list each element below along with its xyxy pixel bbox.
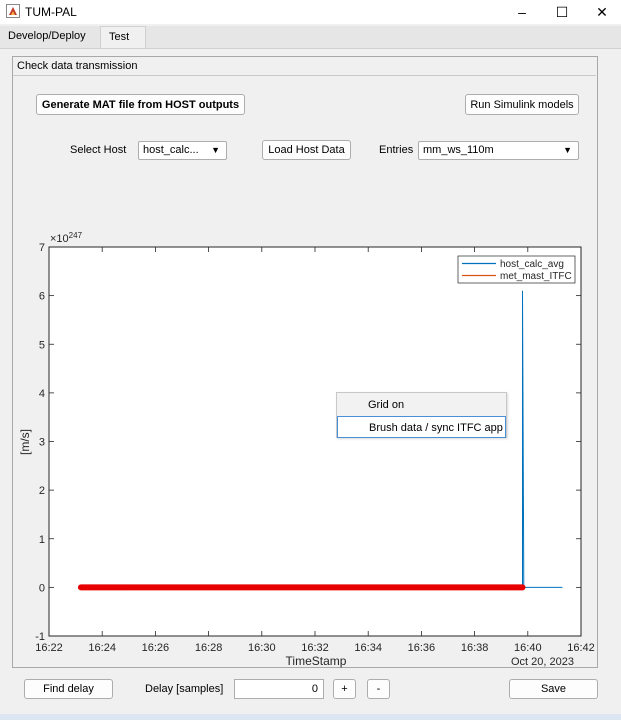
increment-button[interactable]: + (333, 679, 356, 699)
legend-label-met-mast-itfc: met_mast_ITFC (500, 271, 572, 282)
x-axis-label: TimeStamp (286, 654, 347, 668)
select-host-label: Select Host (70, 144, 127, 156)
generate-mat-button[interactable]: Generate MAT file from HOST outputs (36, 94, 245, 115)
menu-item-brush-data[interactable]: Brush data / sync ITFC app (337, 416, 506, 438)
plot-area[interactable] (48, 246, 582, 637)
x-tick-label: 16:32 (301, 642, 329, 654)
window-title: TUM-PAL (25, 5, 77, 19)
y-tick-label: 4 (39, 388, 45, 400)
entries-label: Entries (379, 144, 414, 156)
x-tick-label: 16:22 (35, 642, 63, 654)
save-button[interactable]: Save (509, 679, 598, 699)
y-tick-label: 1 (39, 534, 45, 546)
select-host-value: host_calc... (143, 144, 199, 156)
run-simulink-button[interactable]: Run Simulink models (465, 94, 579, 115)
x-tick-label: 16:28 (195, 642, 223, 654)
chevron-down-icon: ▼ (211, 145, 220, 155)
panel-divider (13, 75, 596, 76)
tab-bar (0, 26, 621, 49)
select-host-dropdown[interactable]: host_calc... ▼ (138, 141, 227, 160)
context-menu: Grid on Brush data / sync ITFC app (336, 392, 507, 438)
x-tick-label: 16:40 (514, 642, 542, 654)
y-tick-label: -1 (35, 631, 45, 643)
entries-dropdown[interactable]: mm_ws_110m ▼ (418, 141, 579, 160)
x-tick-label: 16:38 (461, 642, 489, 654)
x-tick-label: 16:24 (88, 642, 116, 654)
load-host-data-button[interactable]: Load Host Data (262, 140, 351, 160)
x-tick-label: 16:30 (248, 642, 276, 654)
app-icon (6, 4, 20, 18)
y-tick-label: 3 (39, 437, 45, 449)
y-exponent-label: ×10247 (50, 231, 83, 245)
menu-item-grid-on[interactable]: Grid on (368, 399, 405, 411)
tab-develop-deploy[interactable]: Develop/Deploy (0, 26, 94, 47)
chart-svg[interactable]: -1 0 1 2 3 4 5 6 7 16:22 16:24 16:26 16:28 16:30 16:3… (0, 226, 621, 672)
delay-label: Delay [samples] (145, 683, 224, 695)
tab-test[interactable]: Test (100, 26, 146, 48)
x-date-label: Oct 20, 2023 (511, 656, 574, 668)
x-tick-label: 16:34 (354, 642, 382, 654)
entries-value: mm_ws_110m (423, 144, 494, 156)
x-tick-label: 16:26 (142, 642, 170, 654)
minimize-button[interactable]: – (518, 4, 526, 20)
title-bar (0, 0, 621, 24)
close-button[interactable]: ✕ (596, 3, 608, 20)
x-tick-label: 16:42 (567, 642, 595, 654)
y-axis: -1 0 1 2 3 4 5 6 7 (35, 242, 581, 643)
x-axis: 16:22 16:24 16:26 16:28 16:30 16:32 16:34 16:36… (35, 247, 595, 654)
panel-title: Check data transmission (17, 60, 138, 72)
y-axis-label: [m/s] (18, 429, 32, 455)
y-tick-label: 0 (39, 582, 45, 594)
legend-label-host-calc-avg: host_calc_avg (500, 259, 564, 270)
maximize-button[interactable]: ☐ (555, 3, 569, 20)
x-tick-label: 16:36 (408, 642, 436, 654)
series-layer (77, 290, 563, 591)
find-delay-button[interactable]: Find delay (24, 679, 113, 699)
delay-input[interactable]: 0 (234, 679, 324, 699)
chevron-down-icon: ▼ (563, 145, 572, 155)
y-tick-label: 6 (39, 291, 45, 303)
bottom-strip (0, 714, 621, 720)
y-tick-label: 7 (39, 242, 45, 254)
y-tick-label: 2 (39, 485, 45, 497)
y-tick-label: 5 (39, 339, 45, 351)
legend-box (457, 255, 576, 284)
decrement-button[interactable]: - (367, 679, 390, 699)
legend: host_calc_avg met_mast_ITFC (457, 255, 576, 284)
